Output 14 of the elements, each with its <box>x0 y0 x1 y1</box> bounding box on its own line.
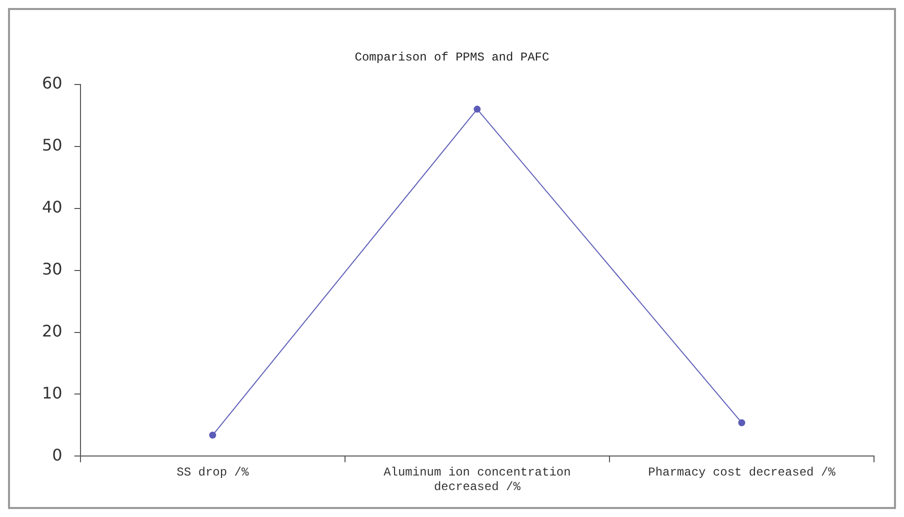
y-tick-label: 20 <box>42 321 62 340</box>
x-tick-label: Pharmacy cost decreased /% <box>648 466 836 480</box>
y-tick-label: 60 <box>42 74 62 93</box>
x-tick-label: Aluminum ion concentration decreased /% <box>384 466 571 494</box>
y-tick-label: 10 <box>42 383 62 402</box>
y-tick-label: 50 <box>42 136 62 155</box>
y-tick-label: 0 <box>52 445 62 464</box>
y-tick-label: 40 <box>42 197 62 216</box>
x-tick-label: SS drop /% <box>176 466 250 480</box>
point <box>209 432 216 439</box>
point <box>738 419 746 426</box>
y-tick-label: 30 <box>42 259 62 278</box>
point <box>474 106 481 113</box>
chart-title: Comparison of PPMS and PAFC <box>354 50 550 64</box>
